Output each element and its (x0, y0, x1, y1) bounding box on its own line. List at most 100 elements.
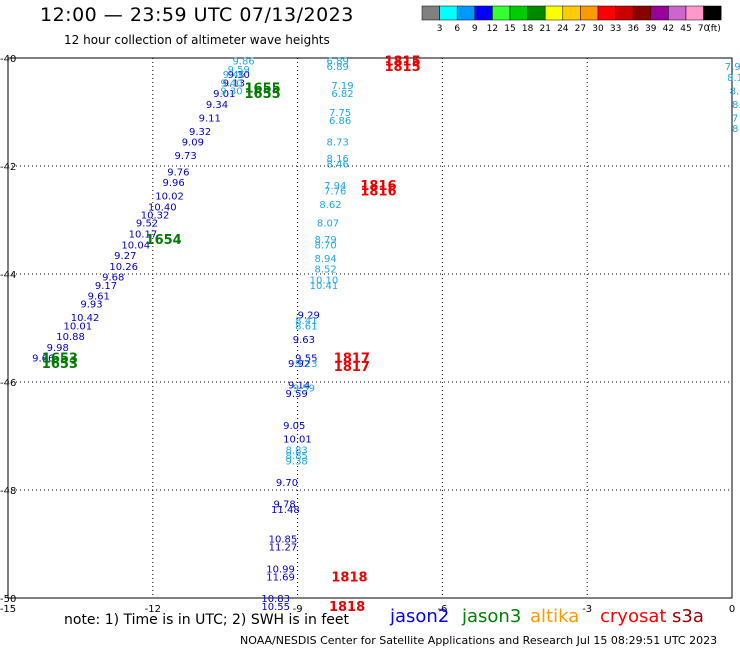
swh-value: 9.34 (206, 100, 228, 111)
colorbar-label: 21 (539, 24, 550, 34)
swh-value: 8.46 (327, 159, 349, 170)
colorbar-label: 36 (627, 24, 639, 34)
swh-value: 9.30 (220, 86, 242, 97)
colorbar-label: 33 (610, 24, 621, 34)
swh-value: 9.59 (293, 383, 315, 394)
x-tick-label: -6 (437, 604, 447, 615)
swh-value: 11.48 (271, 505, 300, 516)
colorbar-swatch (421, 5, 440, 21)
swh-value: 9.23 (295, 359, 317, 370)
swh-value: 9.98 (47, 343, 69, 354)
legend-cryosat: cryosat (600, 606, 667, 627)
y-tick-label: -40 (0, 54, 16, 65)
swh-value: 7.90 (725, 62, 740, 73)
time-label: 1655 (245, 87, 281, 102)
swh-value: 9.86 (232, 57, 254, 68)
colorbar-swatch (703, 5, 722, 21)
time-label: 1816 (360, 179, 396, 194)
swh-value: 9.13 (223, 78, 245, 89)
plot-frame (7, 57, 733, 599)
swh-value: 9.96 (162, 178, 184, 189)
swh-value: 10.04 (121, 240, 150, 251)
colorbar-swatch (580, 5, 599, 21)
chart-subtitle: 12 hour collection of altimeter wave hei… (64, 33, 330, 47)
swh-value: 9.78 (273, 500, 295, 511)
colorbar-label: 3 (437, 24, 443, 34)
swh-value: 8.29 (730, 86, 740, 97)
swh-value: 10.42 (71, 313, 100, 324)
swh-value: 8.5 (732, 100, 740, 111)
swh-value: 9.27 (114, 251, 136, 262)
colorbar-label: 12 (487, 24, 498, 34)
colorbar-swatch (492, 5, 511, 21)
legend-jason3: jason3 (462, 606, 522, 627)
colorbar-swatch (439, 5, 458, 21)
time-label: 1655 (245, 82, 281, 97)
colorbar-label: 6 (454, 24, 460, 34)
colorbar-label: 24 (557, 24, 569, 34)
swh-value: 7.75 (329, 108, 351, 119)
swh-value: 9.29 (298, 311, 320, 322)
colorbar-swatch (509, 5, 528, 21)
swh-value: 10.02 (155, 192, 184, 203)
time-label: 1817 (334, 360, 370, 375)
x-tick-label: -3 (582, 604, 592, 615)
footer-note: note: 1) Time is in UTC; 2) SWH is in fe… (64, 612, 350, 628)
y-tick-label: -44 (0, 270, 16, 281)
x-tick-label: 0 (729, 604, 735, 615)
colorbar-swatch (456, 5, 476, 21)
swh-value: 9.59 (286, 389, 308, 400)
swh-value: 10.99 (266, 564, 295, 575)
colorbar-swatch (668, 5, 687, 21)
swh-value: 7.19 (331, 81, 353, 92)
swh-value: 6.89 (327, 57, 349, 68)
legend-jason2: jason2 (390, 606, 450, 627)
swh-value: 9.38 (286, 456, 308, 467)
footer-credit: NOAA/NESDIS Center for Satellite Applica… (240, 634, 718, 647)
colorbar-swatch (544, 5, 564, 21)
time-label: 1818 (331, 570, 367, 585)
swh-value: 9.68 (102, 273, 124, 284)
swh-value: 9.01 (213, 89, 235, 100)
x-tick-label: -12 (145, 604, 161, 615)
swh-value: 9.70 (276, 478, 298, 489)
y-tick-label: -50 (0, 594, 16, 605)
swh-value: 10.10 (310, 275, 339, 286)
colorbar-swatch (685, 5, 704, 21)
swh-value: 9.52 (136, 219, 158, 230)
swh-value: 10.26 (109, 262, 138, 273)
legend-s3a: s3a (672, 606, 704, 627)
colorbar-swatch (597, 5, 616, 21)
swh-value: 8 (732, 124, 738, 135)
colorbar-swatch (632, 5, 652, 21)
swh-value: 9.63 (293, 335, 315, 346)
swh-value: 9.09 (182, 138, 204, 149)
swh-value: 8.07 (317, 219, 339, 230)
swh-value: 6.89 (327, 62, 349, 73)
swh-value: 9.05 (283, 421, 305, 432)
time-label: 1816 (360, 184, 396, 199)
swh-value: 9.73 (175, 151, 197, 162)
swh-value: 9.17 (95, 281, 117, 292)
swh-value: 8.79 (314, 235, 336, 246)
swh-value: 9.92 (288, 359, 310, 370)
colorbar-swatch (527, 5, 546, 21)
colorbar-label: 39 (645, 24, 657, 34)
swh-value: 8.16 (327, 154, 349, 165)
swh-value: 10.55 (261, 602, 290, 613)
swh-value: 9.11 (199, 113, 221, 124)
swh-value: 11.27 (269, 543, 298, 554)
colorbar-swatch (650, 5, 669, 21)
legend-altika: altika (530, 606, 580, 627)
swh-value: 8.94 (314, 254, 336, 265)
time-label: 1653 (42, 357, 78, 372)
swh-value: 10.41 (310, 281, 339, 292)
swh-value: 10.01 (64, 321, 93, 332)
time-label: 1817 (334, 352, 370, 367)
y-tick-label: -48 (0, 486, 16, 497)
y-tick-label: -46 (0, 378, 16, 389)
swh-value: 8.83 (286, 446, 308, 457)
swh-value: 9.32 (189, 127, 211, 138)
swh-value: 9.93 (80, 300, 102, 311)
